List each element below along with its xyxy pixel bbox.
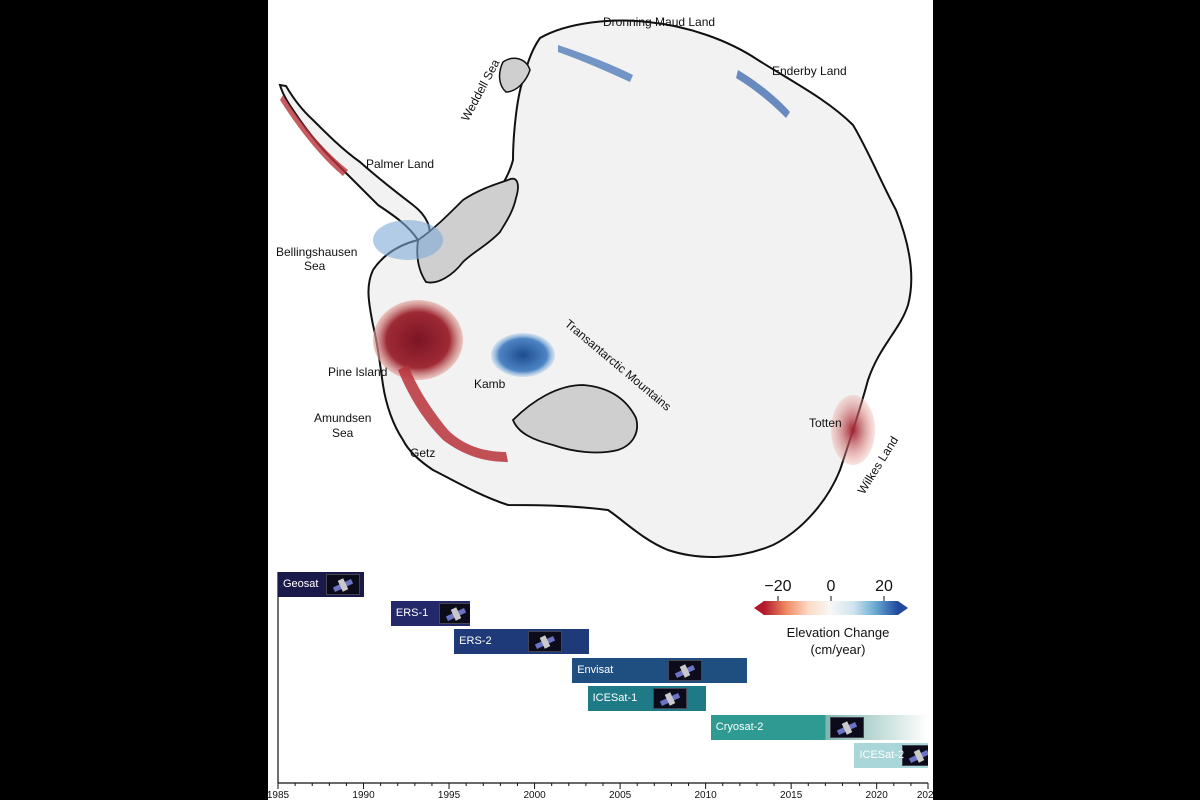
colorbar (754, 596, 908, 615)
label-dronning-maud-land: Dronning Maud Land (603, 15, 715, 29)
colorbar-left-arrow (754, 601, 764, 615)
label-palmer-land: Palmer Land (366, 157, 434, 171)
label-bellingshausen-1: Bellingshausen (276, 245, 357, 259)
timeline-tick-label: 2015 (780, 790, 803, 800)
colorbar-tick-min: −20 (764, 578, 792, 595)
amundsen-coast-thinning (398, 365, 508, 462)
satellite-icon (528, 631, 563, 652)
mission-bar-geosat: Geosat (278, 572, 364, 597)
timeline-tick-label: 2020 (866, 790, 889, 800)
label-amundsen-1: Amundsen (314, 411, 371, 425)
timeline-tick-label: 2010 (695, 790, 718, 800)
colorbar-gradient (764, 601, 898, 615)
colorbar-title: Elevation Change (cm/year) (768, 624, 908, 658)
figure-panel: Dronning Maud Land Enderby Land Weddell … (268, 0, 933, 800)
satellite-icon (668, 659, 703, 681)
ice-sheet (367, 19, 913, 558)
label-weddell-sea: Weddell Sea (458, 57, 502, 124)
mission-name: Geosat (283, 578, 319, 590)
satellite-icon (902, 745, 928, 766)
peninsula-thickening (373, 220, 443, 260)
mission-name: Cryosat-2 (715, 720, 764, 733)
colorbar-right-arrow (898, 601, 908, 615)
satellite-icon (326, 574, 360, 595)
label-pine-island: Pine Island (328, 365, 387, 379)
mission-name: ICESat-2 (859, 749, 905, 761)
colorbar-title-line2: (cm/year) (810, 642, 866, 657)
satellite-icon (438, 602, 470, 624)
timeline-tick-label: 1990 (352, 790, 375, 800)
mission-bar-ers-2: ERS-2 (454, 629, 590, 654)
kamb-thickening (491, 333, 555, 377)
colorbar-title-line1: Elevation Change (786, 625, 890, 640)
label-enderby-land: Enderby Land (772, 64, 847, 78)
mission-bar-ers-1: ERS-1 (390, 600, 470, 626)
satellite-icon (652, 688, 687, 709)
ross-ice-shelf (511, 384, 638, 454)
label-totten: Totten (809, 416, 842, 430)
timeline-tick-label: 2005 (609, 790, 632, 800)
totten-thinning (831, 395, 875, 465)
mission-bar-cryosat-2: Cryosat-2 (710, 714, 928, 740)
timeline-tick-label: 1985 (268, 790, 290, 800)
timeline-tick-label: 2023 (917, 790, 933, 800)
amery-ice-shelf (498, 57, 531, 93)
timeline-tick-label: 1995 (438, 790, 461, 800)
pine-island-thinning (373, 300, 463, 380)
label-amundsen-2: Sea (332, 426, 354, 440)
mission-name: Envisat (577, 663, 614, 676)
timeline-axis: 1985 1990 1995 2000 2005 2010 2015 2020 2023 (268, 572, 933, 800)
mission-bar-envisat: Envisat (572, 657, 747, 683)
label-bellingshausen-2: Sea (304, 259, 326, 273)
mission-name: ICESat-1 (592, 692, 638, 704)
dml-thickening (558, 45, 633, 82)
label-getz: Getz (410, 446, 435, 460)
mission-bar-icesat-1: ICESat-1 (587, 686, 706, 711)
enderby-thickening (736, 70, 790, 118)
label-kamb: Kamb (474, 377, 506, 391)
colorbar-tick-zero: 0 (826, 578, 836, 595)
timeline-tick-label: 2000 (523, 790, 546, 800)
antarctic-peninsula (278, 83, 431, 241)
colorbar-tick-max: 20 (875, 578, 893, 595)
mission-bar-icesat-2: ICESat-2 (854, 743, 928, 768)
mission-name: ERS-2 (459, 635, 492, 647)
satellite-icon (830, 716, 865, 738)
antarctica-map: Dronning Maud Land Enderby Land Weddell … (268, 15, 933, 800)
ronne-filchner-ice-shelf (416, 177, 519, 284)
mission-name: ERS-1 (395, 606, 429, 619)
peninsula-thinning (280, 95, 348, 176)
